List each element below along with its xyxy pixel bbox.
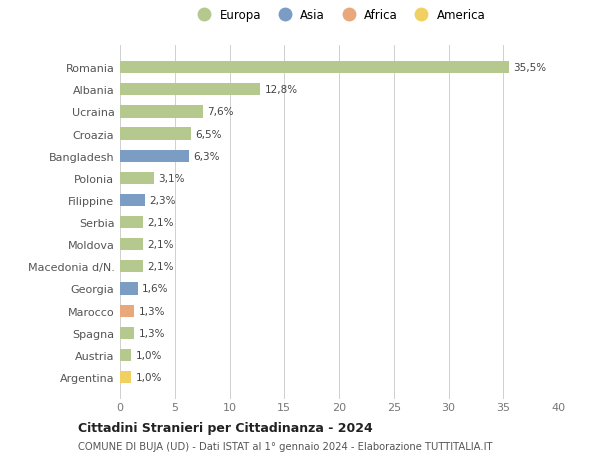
Text: 6,5%: 6,5%: [196, 129, 222, 139]
Bar: [120, 195, 145, 207]
Text: 1,0%: 1,0%: [136, 372, 162, 382]
Text: 35,5%: 35,5%: [513, 63, 546, 73]
Text: 2,1%: 2,1%: [148, 218, 174, 228]
Text: 3,1%: 3,1%: [158, 174, 185, 184]
Bar: [120, 217, 143, 229]
Bar: [120, 84, 260, 96]
Bar: [120, 173, 154, 185]
Text: 1,6%: 1,6%: [142, 284, 169, 294]
Text: Cittadini Stranieri per Cittadinanza - 2024: Cittadini Stranieri per Cittadinanza - 2…: [78, 421, 373, 434]
Legend: Europa, Asia, Africa, America: Europa, Asia, Africa, America: [193, 9, 485, 22]
Text: 2,1%: 2,1%: [148, 262, 174, 272]
Text: 1,3%: 1,3%: [139, 306, 165, 316]
Text: 6,3%: 6,3%: [193, 151, 220, 162]
Bar: [120, 150, 189, 162]
Bar: [120, 106, 203, 118]
Text: 1,3%: 1,3%: [139, 328, 165, 338]
Text: 2,1%: 2,1%: [148, 240, 174, 250]
Bar: [120, 62, 509, 74]
Text: 7,6%: 7,6%: [208, 107, 234, 117]
Bar: [120, 239, 143, 251]
Bar: [120, 327, 134, 339]
Bar: [120, 371, 131, 383]
Text: 12,8%: 12,8%: [265, 85, 298, 95]
Bar: [120, 305, 134, 317]
Bar: [120, 261, 143, 273]
Bar: [120, 128, 191, 140]
Text: 2,3%: 2,3%: [149, 196, 176, 206]
Bar: [120, 349, 131, 361]
Text: COMUNE DI BUJA (UD) - Dati ISTAT al 1° gennaio 2024 - Elaborazione TUTTITALIA.IT: COMUNE DI BUJA (UD) - Dati ISTAT al 1° g…: [78, 441, 493, 451]
Bar: [120, 283, 137, 295]
Text: 1,0%: 1,0%: [136, 350, 162, 360]
